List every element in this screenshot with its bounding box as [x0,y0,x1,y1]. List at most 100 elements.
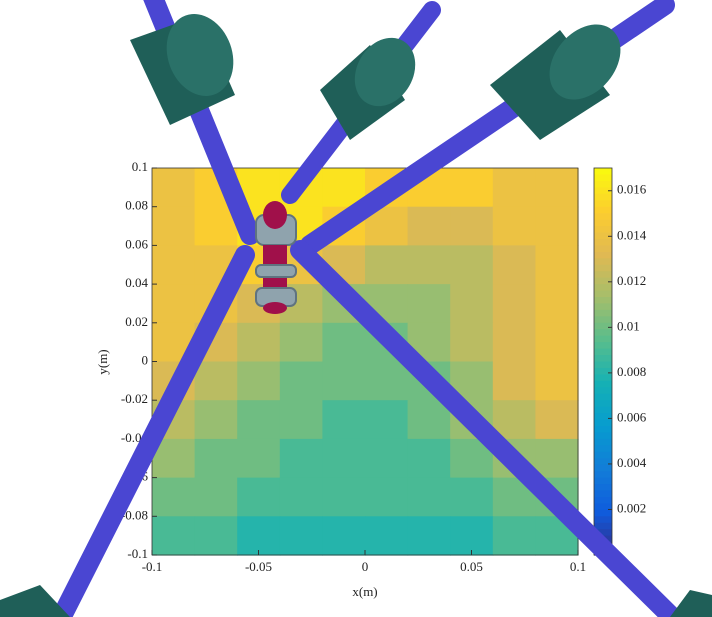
heatmap-cell [237,362,280,401]
x-tick-label: 0 [362,559,369,574]
heatmap-cell [237,400,280,439]
colorbar-tick-label: 0.01 [617,318,640,333]
colorbar-segment [594,484,612,491]
colorbar-segment [594,168,612,175]
heatmap-cell [322,400,365,439]
heatmap-cell [195,516,238,555]
heatmap-cell [280,323,323,362]
heatmap-cell [237,478,280,517]
y-tick-label: 0.02 [125,314,148,329]
heatmap-cell [152,245,195,284]
heatmap-cell [493,245,536,284]
colorbar-segment [594,297,612,304]
chart: -0.1-0.0500.050.1-0.1-0.08-0.06-0.04-0.0… [0,0,712,617]
colorbar-segment [594,252,612,259]
colorbar-segment [594,407,612,414]
heatmap-cell [365,362,408,401]
heatmap-cell [152,207,195,246]
colorbar-segment [594,445,612,452]
colorbar-segment [594,497,612,504]
heatmap-cell [408,284,451,323]
heatmap-cell [450,284,493,323]
y-tick-label: -0.1 [127,546,148,561]
colorbar-segment [594,426,612,433]
colorbar-tick-label: 0.016 [617,182,647,197]
colorbar-segment [594,400,612,407]
heatmap-cell [450,323,493,362]
colorbar-segment [594,471,612,478]
x-tick-label: -0.1 [142,559,163,574]
heatmap-cell [408,439,451,478]
heatmap-cell [450,478,493,517]
colorbar-tick-label: 0.004 [617,455,647,470]
heatmap-cell [450,516,493,555]
colorbar-segment [594,329,612,336]
y-tick-label: -0.02 [121,391,148,406]
colorbar-segment [594,181,612,188]
heatmap-cell [237,439,280,478]
heatmap-cell [237,516,280,555]
heatmap-cell [365,400,408,439]
colorbar-segment [594,271,612,278]
heatmap-cell [280,362,323,401]
heatmap-cell [365,478,408,517]
colorbar-segment [594,510,612,517]
colorbar-tick-label: 0.002 [617,500,646,515]
heatmap-cell [365,516,408,555]
heatmap-cell [365,439,408,478]
colorbar-segment [594,316,612,323]
colorbar-segment [594,420,612,427]
heatmap-cell [493,323,536,362]
x-tick-label: 0.1 [570,559,586,574]
heatmap-cell [152,284,195,323]
x-tick-label: 0.05 [460,559,483,574]
colorbar-segment [594,226,612,233]
colorbar-segment [594,220,612,227]
colorbar-tick-label: 0.012 [617,273,646,288]
colorbar-segment [594,381,612,388]
heatmap-cell [535,207,578,246]
colorbar-tick-label: 0.014 [617,227,647,242]
colorbar-segment [594,303,612,310]
colorbar-segment [594,278,612,285]
heatmap-cell [152,168,195,207]
colorbar-segment [594,439,612,446]
heatmap-cell [450,207,493,246]
colorbar-segment [594,194,612,201]
heatmap-cell [408,516,451,555]
heatmap-cell [493,207,536,246]
heatmap-cell [493,362,536,401]
heatmap-cell [322,323,365,362]
heatmap-cell [280,400,323,439]
y-tick-label: 0.08 [125,198,148,213]
colorbar-segment [594,413,612,420]
heatmap-cell [195,362,238,401]
colorbar-segment [594,213,612,220]
heatmap-cell [280,478,323,517]
heatmap-cell [237,323,280,362]
colorbar-segment [594,374,612,381]
colorbar-segment [594,432,612,439]
colorbar-segment [594,387,612,394]
heatmap-cell [322,362,365,401]
heatmap-cell [152,516,195,555]
colorbar-segment [594,200,612,207]
heatmap-cell [322,516,365,555]
colorbar-segment [594,491,612,498]
heatmap-cell [195,439,238,478]
colorbar-segment [594,291,612,298]
heatmap-cell [152,478,195,517]
heatmap-cell [450,245,493,284]
heatmap-cell [535,245,578,284]
heatmap-cell [493,284,536,323]
x-tick-label: -0.05 [245,559,272,574]
y-tick-label: 0.1 [132,159,148,174]
colorbar-segment [594,342,612,349]
heatmap-cell [535,400,578,439]
heatmap-cell [280,439,323,478]
heatmap-cell [493,516,536,555]
colorbar-tick-label: 0.006 [617,409,647,424]
colorbar-segment [594,265,612,272]
colorbar-segment [594,394,612,401]
colorbar-segment [594,478,612,485]
